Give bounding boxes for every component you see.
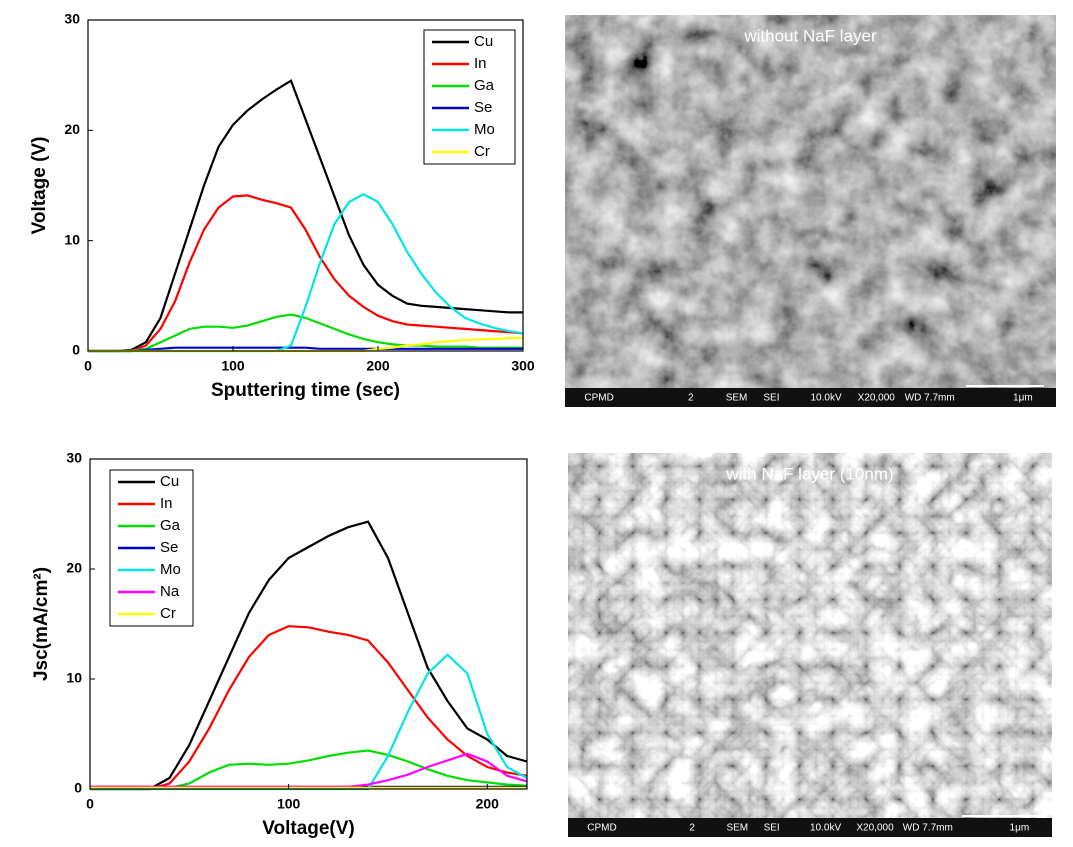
- legend-label: Mo: [474, 121, 495, 138]
- legend-label: Se: [160, 539, 178, 556]
- legend-label: Na: [160, 583, 180, 600]
- y-tick-label: 20: [66, 560, 82, 576]
- x-axis-label: Voltage(V): [262, 818, 355, 839]
- sem-image: [568, 453, 1052, 837]
- data-line: [90, 625, 528, 791]
- x-tick-label: 200: [366, 358, 390, 374]
- image-footer-text: 10.0kV: [810, 823, 841, 834]
- y-tick-label: 30: [66, 450, 82, 466]
- y-tick-label: 30: [64, 11, 80, 27]
- data-line: [90, 752, 528, 788]
- legend-label: Mo: [160, 561, 181, 578]
- data-line: [88, 313, 523, 353]
- image-footer-text: SEI: [763, 393, 779, 404]
- x-tick-label: 100: [277, 796, 301, 812]
- image-caption: with NaF layer (10nm): [725, 464, 893, 483]
- image-footer-text: SEM: [726, 393, 748, 404]
- image-footer-text: CPMD: [584, 393, 613, 404]
- image-footer-text: X20,000: [856, 823, 894, 834]
- y-axis-label: Voltage (V): [29, 137, 50, 235]
- plot-frame: [87, 19, 524, 352]
- image-footer-text: SEI: [764, 823, 780, 834]
- y-tick-label: 20: [64, 121, 80, 137]
- x-tick-label: 200: [476, 796, 500, 812]
- image-footer-text: SEM: [726, 823, 748, 834]
- image-footer-text: 2: [688, 393, 694, 404]
- data-line: [88, 346, 523, 353]
- legend-label: In: [160, 495, 173, 512]
- legend-label: Ga: [160, 517, 181, 534]
- legend-label: In: [474, 55, 487, 72]
- legend-box: [423, 29, 516, 165]
- x-axis-label: Sputtering time (sec): [211, 380, 400, 401]
- x-tick-label: 0: [86, 796, 94, 812]
- sem-image: [565, 15, 1056, 407]
- image-footer-text: CPMD: [587, 823, 616, 834]
- image-footer-text: 2: [689, 823, 695, 834]
- legend-label: Se: [474, 99, 492, 116]
- image-footer-text: WD 7.7mm: [903, 823, 953, 834]
- sem-footer: [565, 388, 1056, 407]
- x-tick-label: 100: [221, 358, 245, 374]
- x-tick-label: 300: [511, 358, 535, 374]
- data-line: [90, 520, 528, 791]
- sem-footer: [568, 818, 1052, 837]
- x-tick-label: 0: [84, 358, 92, 374]
- data-line: [88, 194, 524, 353]
- legend-label: Cu: [160, 473, 179, 490]
- image-caption: without NaF layer: [743, 26, 877, 45]
- legend-label: Cr: [160, 605, 176, 622]
- y-tick-label: 10: [64, 231, 80, 247]
- image-footer-text: 10.0kV: [811, 393, 842, 404]
- image-footer-text: X20,000: [858, 393, 896, 404]
- y-tick-label: 10: [66, 670, 82, 686]
- image-footer-text: 1μm: [1013, 393, 1033, 404]
- legend-label: Cu: [474, 33, 493, 50]
- y-tick-label: 0: [74, 780, 82, 796]
- image-footer-text: 1μm: [1010, 823, 1030, 834]
- plot-frame: [89, 458, 528, 790]
- y-axis-label: Jsc(mA/cm²): [31, 567, 52, 681]
- image-footer-text: WD 7.7mm: [905, 393, 955, 404]
- legend-label: Cr: [474, 143, 490, 160]
- y-tick-label: 0: [72, 342, 80, 358]
- legend-label: Ga: [474, 77, 495, 94]
